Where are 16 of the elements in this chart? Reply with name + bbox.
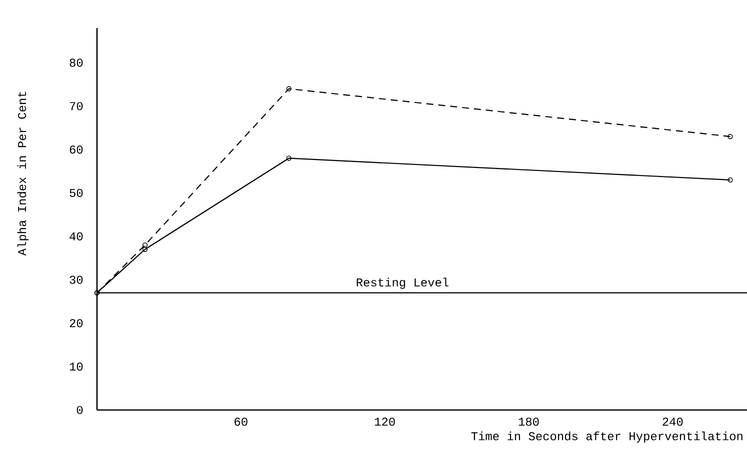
y-tick-label: 70 [70, 102, 83, 110]
y-tick-label: 10 [70, 362, 83, 371]
y-tick-label: 20 [70, 319, 83, 328]
y-tick-label: 40 [70, 232, 83, 240]
x-tick-label: 120 [374, 418, 395, 426]
y-tick-label: 80 [70, 58, 83, 67]
x-axis-title: Time in Seconds after Hyperventilation [471, 432, 742, 443]
x-tick-label: 60 [234, 418, 248, 426]
y-tick-label: 50 [70, 188, 83, 198]
x-tick-label: 240 [662, 418, 683, 426]
y-tick-label: 0 [76, 406, 83, 414]
y-axis-title: Alpha Index in Per Cent [17, 92, 28, 256]
y-tick-label: 30 [70, 276, 83, 284]
ref-line-label: Resting Level [356, 278, 448, 289]
y-tick-label: 60 [70, 145, 83, 154]
x-tick-label: 180 [518, 418, 539, 426]
